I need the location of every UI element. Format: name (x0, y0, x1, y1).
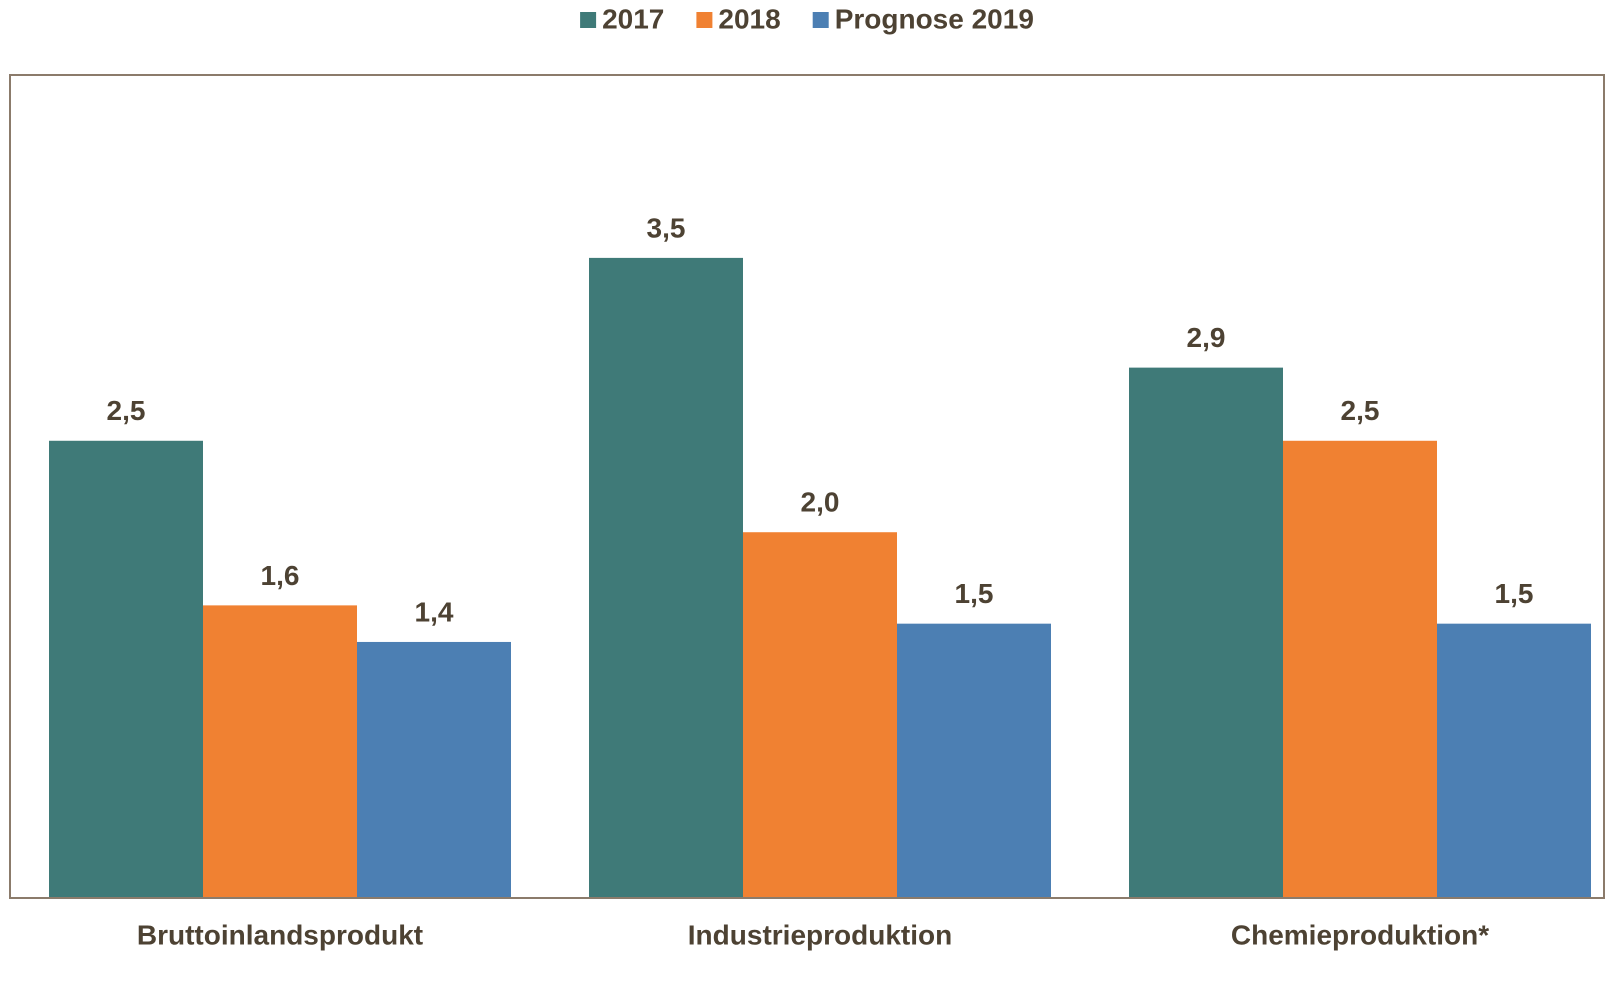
bar (897, 623, 1051, 898)
legend: 2017 2018 Prognose 2019 (580, 3, 1034, 34)
bar (357, 641, 511, 898)
bar (1129, 367, 1283, 899)
legend-label: 2017 (602, 3, 664, 34)
legend-label: 2018 (718, 3, 780, 34)
x-tick-label: Bruttoinlandsprodukt (137, 919, 423, 950)
data-label: 1,5 (955, 578, 994, 609)
legend-swatch (812, 12, 829, 28)
bar (743, 532, 897, 898)
legend-swatch (580, 12, 597, 28)
data-label: 2,0 (801, 487, 840, 518)
data-label: 2,5 (107, 395, 146, 426)
bar (49, 440, 203, 898)
data-label: 1,4 (415, 596, 454, 627)
bar (1283, 440, 1437, 898)
x-tick-label: Industrieproduktion (688, 919, 952, 950)
bar (589, 257, 743, 898)
data-label: 2,9 (1187, 322, 1226, 353)
x-tick-label: Chemieproduktion* (1231, 919, 1489, 950)
legend-label: Prognose 2019 (835, 3, 1034, 34)
data-label: 1,5 (1495, 578, 1534, 609)
data-label: 1,6 (261, 560, 300, 591)
bar (1437, 623, 1591, 898)
legend-swatch (696, 12, 713, 28)
data-label: 2,5 (1341, 395, 1380, 426)
bar (203, 605, 357, 898)
data-label: 3,5 (647, 212, 686, 243)
